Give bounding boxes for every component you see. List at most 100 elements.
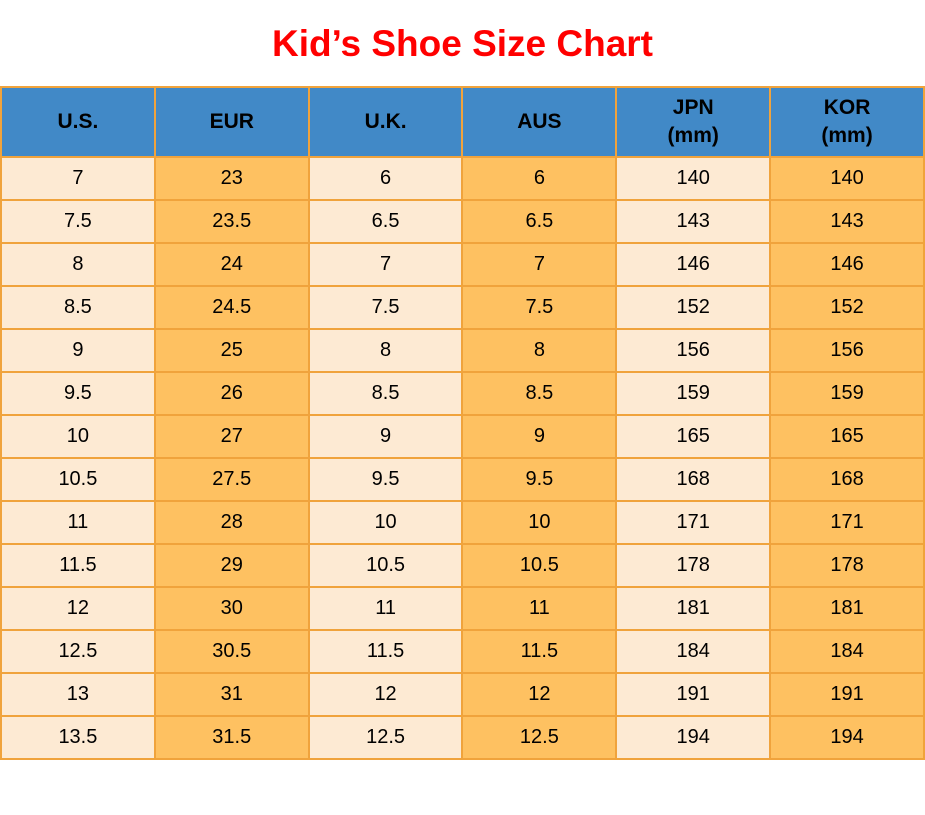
- table-row: 13 31 12 12 191 191: [0, 672, 925, 717]
- cell-aus: 7.5: [461, 285, 618, 330]
- table-body: 7 23 6 6 140 140 7.5 23.5 6.5 6.5 143 143 8 24 7 7 146 14…: [0, 156, 925, 760]
- cell-jpn: 171: [615, 500, 772, 545]
- cell-eur: 27.5: [153, 457, 310, 502]
- cell-aus: 12: [461, 672, 618, 717]
- cell-jpn: 140: [615, 156, 772, 201]
- cell-kor: 181: [769, 586, 925, 631]
- cell-aus: 10: [461, 500, 618, 545]
- cell-jpn: 178: [615, 543, 772, 588]
- column-header-jpn: JPN (mm): [615, 86, 772, 158]
- cell-jpn: 159: [615, 371, 772, 416]
- cell-uk: 6: [307, 156, 464, 201]
- cell-aus: 11.5: [461, 629, 618, 674]
- cell-uk: 12: [307, 672, 464, 717]
- column-header-eur: EUR: [153, 86, 310, 158]
- cell-kor: 159: [769, 371, 925, 416]
- table-row: 8 24 7 7 146 146: [0, 242, 925, 287]
- column-header-uk: U.K.: [307, 86, 464, 158]
- cell-eur: 24: [153, 242, 310, 287]
- cell-us: 8.5: [0, 285, 156, 330]
- cell-us: 9: [0, 328, 156, 373]
- cell-eur: 27: [153, 414, 310, 459]
- cell-aus: 7: [461, 242, 618, 287]
- cell-uk: 10.5: [307, 543, 464, 588]
- table-row: 7.5 23.5 6.5 6.5 143 143: [0, 199, 925, 244]
- cell-kor: 152: [769, 285, 925, 330]
- cell-eur: 30.5: [153, 629, 310, 674]
- cell-aus: 9: [461, 414, 618, 459]
- cell-kor: 143: [769, 199, 925, 244]
- cell-us: 12: [0, 586, 156, 631]
- header-row: U.S. EUR U.K. AUS JPN (mm) KOR (mm): [0, 86, 925, 158]
- cell-jpn: 184: [615, 629, 772, 674]
- cell-us: 12.5: [0, 629, 156, 674]
- cell-jpn: 168: [615, 457, 772, 502]
- cell-kor: 194: [769, 715, 925, 760]
- cell-aus: 8: [461, 328, 618, 373]
- cell-aus: 9.5: [461, 457, 618, 502]
- table-row: 12 30 11 11 181 181: [0, 586, 925, 631]
- cell-us: 9.5: [0, 371, 156, 416]
- cell-eur: 31.5: [153, 715, 310, 760]
- cell-kor: 140: [769, 156, 925, 201]
- cell-kor: 171: [769, 500, 925, 545]
- cell-kor: 184: [769, 629, 925, 674]
- page-title: Kid’s Shoe Size Chart: [271, 22, 654, 64]
- cell-kor: 146: [769, 242, 925, 287]
- column-header-kor: KOR (mm): [769, 86, 925, 158]
- table-row: 7 23 6 6 140 140: [0, 156, 925, 201]
- cell-kor: 168: [769, 457, 925, 502]
- cell-us: 13.5: [0, 715, 156, 760]
- cell-jpn: 191: [615, 672, 772, 717]
- cell-jpn: 181: [615, 586, 772, 631]
- cell-jpn: 165: [615, 414, 772, 459]
- cell-jpn: 146: [615, 242, 772, 287]
- table-row: 11 28 10 10 171 171: [0, 500, 925, 545]
- cell-eur: 24.5: [153, 285, 310, 330]
- cell-uk: 7: [307, 242, 464, 287]
- cell-us: 7.5: [0, 199, 156, 244]
- cell-eur: 28: [153, 500, 310, 545]
- cell-us: 8: [0, 242, 156, 287]
- cell-jpn: 156: [615, 328, 772, 373]
- cell-aus: 11: [461, 586, 618, 631]
- table-row: 13.5 31.5 12.5 12.5 194 194: [0, 715, 925, 760]
- cell-jpn: 152: [615, 285, 772, 330]
- cell-us: 10.5: [0, 457, 156, 502]
- table-header: U.S. EUR U.K. AUS JPN (mm) KOR (mm): [0, 86, 925, 158]
- cell-jpn: 194: [615, 715, 772, 760]
- cell-uk: 7.5: [307, 285, 464, 330]
- cell-uk: 12.5: [307, 715, 464, 760]
- cell-uk: 6.5: [307, 199, 464, 244]
- cell-uk: 8.5: [307, 371, 464, 416]
- cell-jpn: 143: [615, 199, 772, 244]
- cell-us: 11: [0, 500, 156, 545]
- title-bar: Kid’s Shoe Size Chart: [0, 0, 925, 86]
- table-row: 9 25 8 8 156 156: [0, 328, 925, 373]
- table-row: 10 27 9 9 165 165: [0, 414, 925, 459]
- cell-eur: 31: [153, 672, 310, 717]
- cell-aus: 6: [461, 156, 618, 201]
- cell-aus: 8.5: [461, 371, 618, 416]
- cell-uk: 8: [307, 328, 464, 373]
- cell-eur: 30: [153, 586, 310, 631]
- cell-kor: 165: [769, 414, 925, 459]
- cell-aus: 12.5: [461, 715, 618, 760]
- cell-uk: 11.5: [307, 629, 464, 674]
- table-row: 8.5 24.5 7.5 7.5 152 152: [0, 285, 925, 330]
- cell-kor: 156: [769, 328, 925, 373]
- cell-aus: 6.5: [461, 199, 618, 244]
- table-row: 12.5 30.5 11.5 11.5 184 184: [0, 629, 925, 674]
- cell-uk: 10: [307, 500, 464, 545]
- cell-eur: 26: [153, 371, 310, 416]
- cell-uk: 9.5: [307, 457, 464, 502]
- table-row: 10.5 27.5 9.5 9.5 168 168: [0, 457, 925, 502]
- cell-eur: 23.5: [153, 199, 310, 244]
- shoe-size-table: U.S. EUR U.K. AUS JPN (mm) KOR (mm) 7 23 6 6 140 140…: [0, 86, 925, 760]
- cell-eur: 29: [153, 543, 310, 588]
- cell-us: 13: [0, 672, 156, 717]
- column-header-aus: AUS: [461, 86, 618, 158]
- cell-uk: 11: [307, 586, 464, 631]
- cell-kor: 178: [769, 543, 925, 588]
- cell-eur: 23: [153, 156, 310, 201]
